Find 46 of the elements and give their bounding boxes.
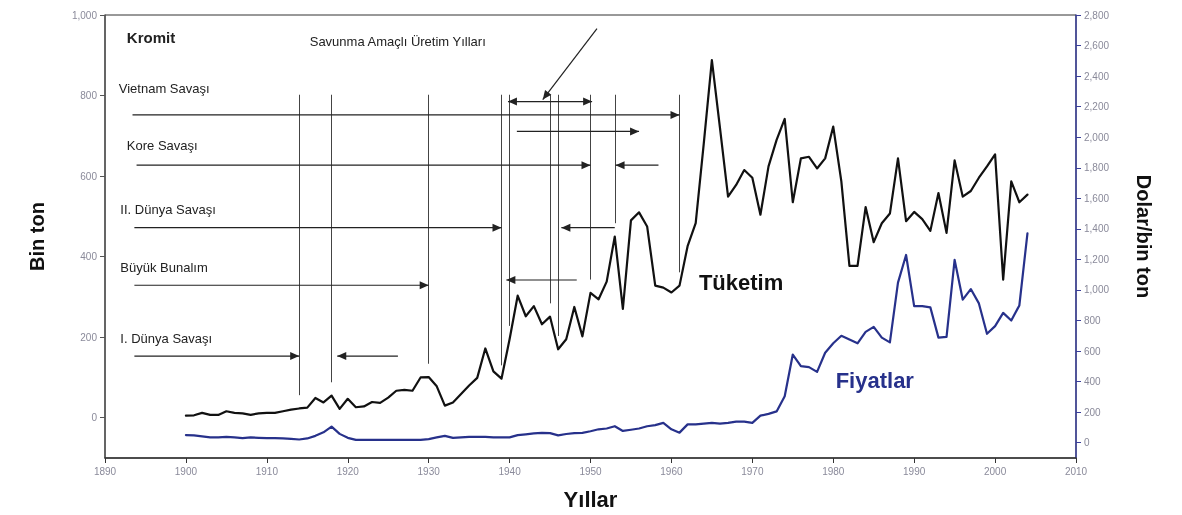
y2-axis-title: Dolar/bin ton [1133, 174, 1155, 299]
x-tick-label: 2000 [983, 465, 1007, 477]
y2-tick-label: 2,600 [1084, 40, 1110, 52]
annotation: Vietnam Savaşı [118, 80, 210, 96]
series-label: Tüketim [698, 269, 784, 295]
annotation: Savunma Amaçlı Üretim Yılları [309, 34, 486, 50]
x-tick-label: 1910 [255, 465, 279, 477]
y2-tick-label: 0 [1084, 437, 1090, 449]
x-tick-label: 1980 [822, 465, 845, 477]
y-tick-label: 800 [80, 90, 98, 102]
y2-tick-label: 1,600 [1084, 192, 1110, 204]
annotation: Kromit [126, 29, 176, 47]
y2-tick-label: 2,200 [1084, 101, 1110, 113]
x-axis-title: Yıllar [563, 486, 618, 512]
y2-tick-label: 800 [1084, 315, 1102, 327]
y-tick-label: 400 [80, 251, 98, 263]
series-label: Fiyatlar [835, 367, 915, 393]
x-tick-label: 1990 [903, 465, 926, 477]
y-tick-label: 1,000 [71, 9, 98, 21]
y2-tick-label: 2,000 [1084, 131, 1110, 143]
y-tick-label: 0 [91, 412, 98, 424]
y2-tick-label: 600 [1084, 345, 1102, 357]
y2-tick-label: 1,400 [1084, 223, 1110, 235]
x-tick-label: 1900 [174, 465, 198, 477]
x-tick-label: 1930 [417, 465, 441, 477]
y-tick-label: 600 [80, 170, 98, 182]
x-tick-label: 1890 [93, 465, 117, 477]
y2-tick-label: 400 [1084, 376, 1102, 388]
x-tick-label: 2010 [1064, 465, 1088, 477]
y-axis-title: Bin ton [26, 202, 48, 271]
y-tick-label: 200 [80, 331, 98, 343]
x-tick-label: 1940 [498, 465, 522, 477]
annotation: I. Dünya Savaşı [120, 330, 213, 346]
x-tick-label: 1920 [336, 465, 360, 477]
x-tick-label: 1970 [741, 465, 764, 477]
y2-tick-label: 1,000 [1084, 284, 1110, 296]
x-tick-label: 1950 [579, 465, 603, 477]
y2-tick-label: 1,200 [1084, 253, 1110, 265]
annotation: Büyük Bunalım [120, 259, 208, 275]
annotation: Kore Savaşı [126, 137, 198, 153]
y2-tick-label: 2,800 [1084, 9, 1110, 21]
y2-tick-label: 2,400 [1084, 70, 1110, 82]
x-tick-label: 1960 [660, 465, 683, 477]
y2-tick-label: 1,800 [1084, 162, 1110, 174]
annotation: II. Dünya Savaşı [120, 202, 216, 218]
y2-tick-label: 200 [1084, 406, 1102, 418]
